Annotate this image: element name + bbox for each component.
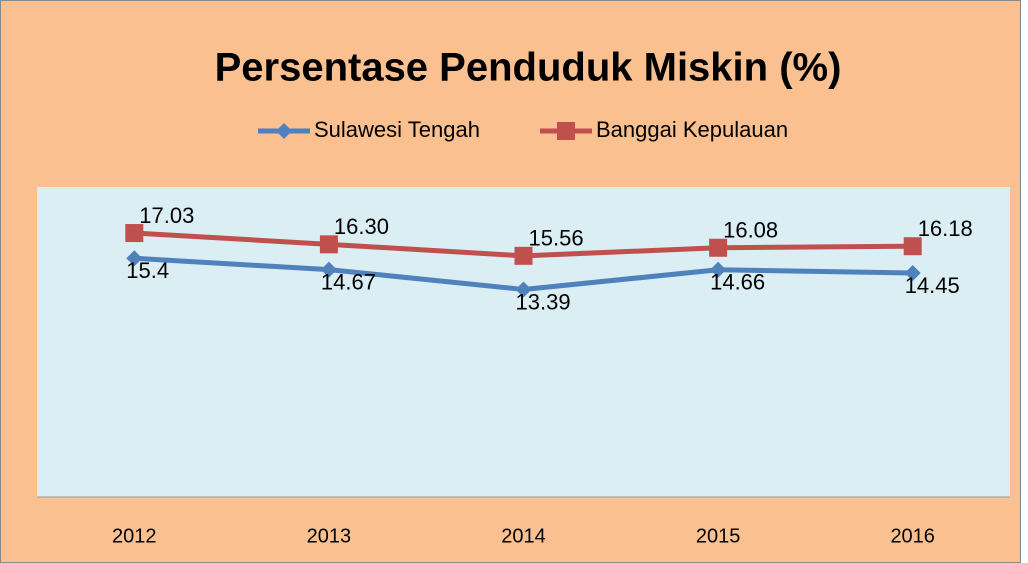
x-tick-label: 2013 — [307, 525, 352, 547]
data-label: 14.66 — [710, 270, 765, 295]
x-tick-label: 2016 — [890, 525, 935, 547]
data-label: 17.03 — [139, 203, 194, 228]
data-label: 16.30 — [334, 214, 389, 239]
x-tick-label: 2012 — [112, 525, 157, 547]
data-label: 16.18 — [918, 216, 973, 241]
marker — [515, 281, 532, 298]
data-label: 15.56 — [529, 226, 584, 251]
data-label: 14.45 — [905, 273, 960, 298]
data-label: 14.67 — [321, 269, 376, 294]
marker — [126, 250, 143, 267]
marker — [319, 235, 338, 254]
data-label: 15.4 — [126, 258, 169, 283]
marker — [710, 261, 727, 278]
legend-label: Sulawesi Tengah — [314, 117, 480, 142]
x-tick-label: 2015 — [696, 525, 741, 547]
chart-title: Persentase Penduduk Miskin (%) — [215, 46, 842, 90]
marker — [557, 122, 575, 140]
data-label: 13.39 — [516, 289, 571, 314]
marker — [903, 237, 922, 256]
data-label: 16.08 — [723, 218, 778, 243]
marker — [125, 224, 144, 243]
x-tick-label: 2014 — [501, 525, 546, 547]
marker — [276, 123, 292, 139]
marker — [904, 265, 921, 282]
marker — [709, 238, 728, 257]
legend-label: Banggai Kepulauan — [596, 117, 788, 142]
marker — [514, 246, 533, 265]
marker — [320, 261, 337, 278]
